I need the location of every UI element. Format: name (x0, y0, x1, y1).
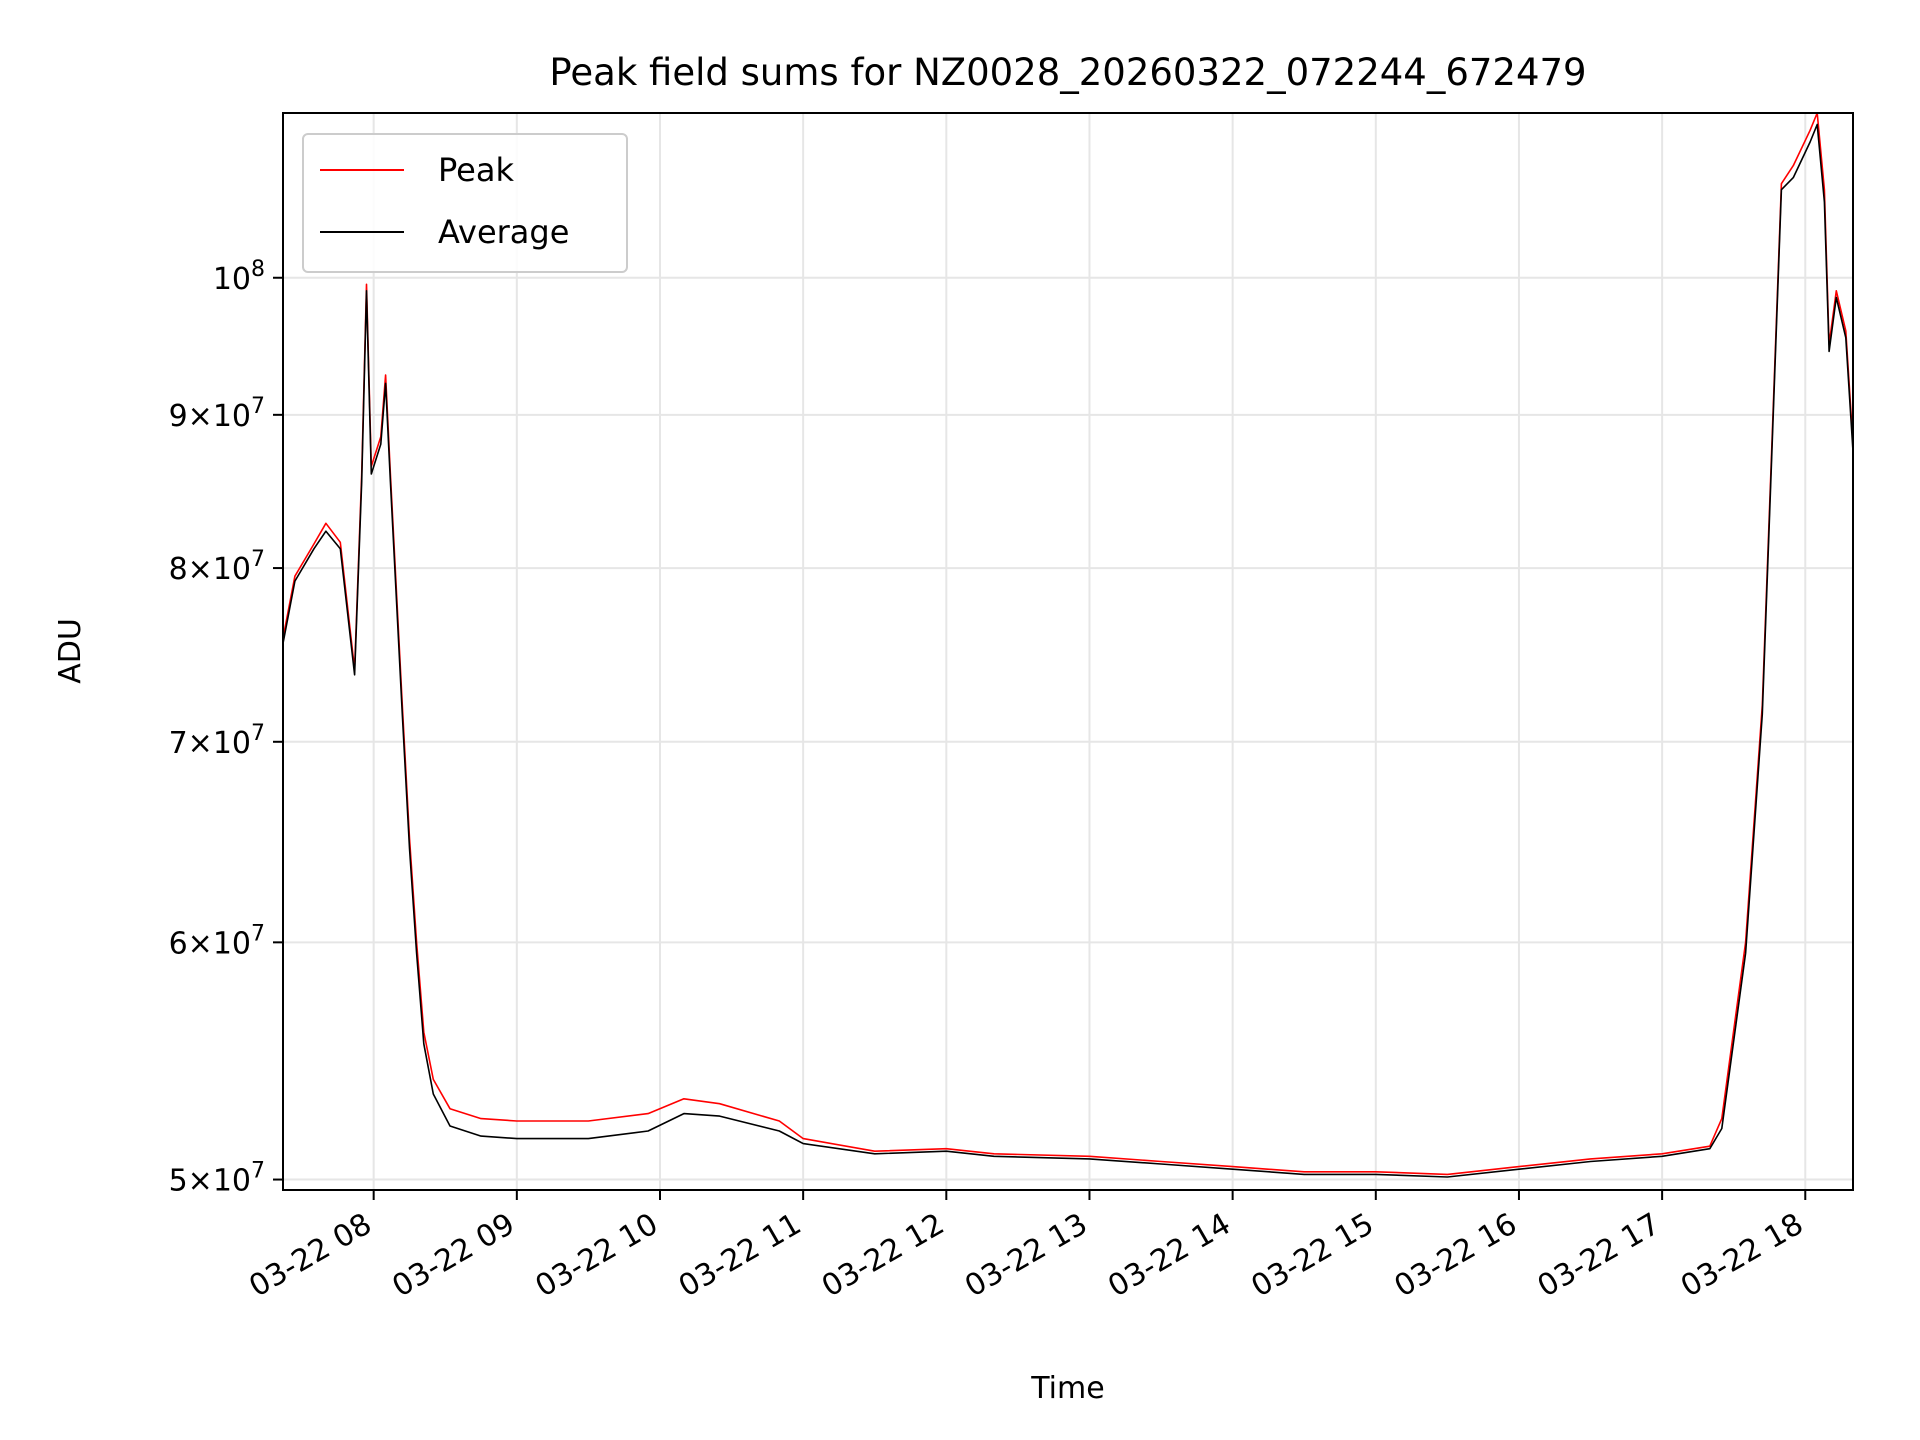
y-axis-label: ADU (53, 618, 88, 684)
series-layer (282, 112, 1854, 1178)
legend-box (302, 133, 628, 273)
legend: Peak Average (302, 133, 628, 273)
legend-label-average: Average (438, 213, 569, 251)
y-tick-label: 6×107 (169, 921, 265, 961)
series-line-average (282, 123, 1854, 1178)
y-tick-label: 9×107 (169, 394, 265, 434)
x-axis-label: Time (1030, 1371, 1104, 1406)
y-tick-label: 5×107 (169, 1159, 265, 1199)
chart-title: Peak field sums for NZ0028_20260322_0722… (549, 51, 1586, 94)
y-tick-label: 108 (213, 257, 265, 297)
legend-label-peak: Peak (438, 151, 514, 189)
y-tick-label: 7×107 (169, 721, 265, 761)
y-axis: 5×107 6×107 7×107 8×107 9×107 108 (169, 257, 283, 1199)
grid (283, 113, 1853, 1190)
y-tick-label: 8×107 (169, 547, 265, 587)
plot-frame (282, 112, 1854, 1191)
